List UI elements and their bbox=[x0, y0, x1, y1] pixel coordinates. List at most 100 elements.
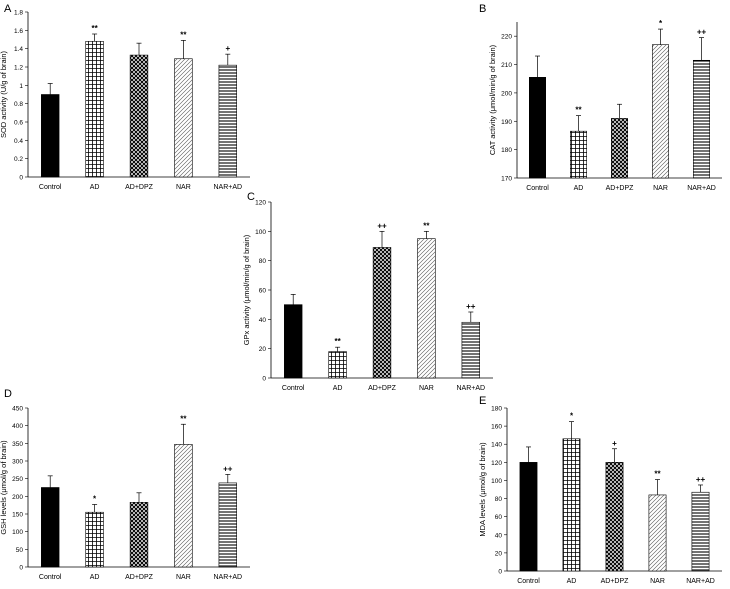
y-tick-label: 80 bbox=[495, 496, 503, 503]
significance-label: ** bbox=[180, 30, 187, 39]
bar-nar-ad bbox=[218, 482, 237, 568]
bar-nar-ad bbox=[693, 59, 711, 179]
significance-label: * bbox=[570, 412, 574, 421]
x-tick-label: Control bbox=[39, 184, 62, 191]
panel-letter: A bbox=[4, 3, 12, 15]
significance-label: ++ bbox=[377, 221, 387, 230]
y-tick-label: 220 bbox=[501, 34, 512, 41]
y-tick-label: 20 bbox=[259, 346, 267, 353]
gpx-activity-chart: C GPx activity (μmol/min/g of brain) 0 20 40… bbox=[242, 191, 493, 392]
y-tick-label: 180 bbox=[491, 406, 502, 413]
y-tick-label: 450 bbox=[12, 406, 23, 413]
y-tick-label: 60 bbox=[259, 288, 267, 295]
significance-label: ** bbox=[91, 24, 98, 33]
gsh-levels-chart: D GSH levels (μmol/g of brain) 0 50 100 150 20… bbox=[0, 388, 250, 581]
y-axis-label: MDA levels (μmol/g of brain) bbox=[478, 442, 487, 537]
x-tick-label: AD+DPZ bbox=[125, 574, 154, 581]
x-tick-label: NAR+AD bbox=[214, 574, 243, 581]
y-tick-label: 180 bbox=[501, 147, 512, 154]
y-tick-label: 250 bbox=[12, 476, 23, 483]
significance-label: ** bbox=[180, 414, 187, 423]
significance-label: + bbox=[225, 44, 230, 53]
y-tick-label: 80 bbox=[259, 258, 267, 265]
y-tick-label: 190 bbox=[501, 119, 512, 126]
x-tick-label: AD bbox=[333, 385, 343, 392]
y-axis-label: SOD activity (U/g of brain) bbox=[0, 50, 8, 138]
bar-nar bbox=[174, 58, 193, 178]
y-axis-label: GSH levels (μmol/g of brain) bbox=[0, 440, 8, 535]
bar-nar bbox=[417, 238, 436, 379]
x-tick-label: AD bbox=[90, 184, 100, 191]
y-tick-label: 170 bbox=[501, 176, 512, 183]
y-tick-label: 200 bbox=[501, 90, 512, 97]
x-tick-label: NAR bbox=[650, 578, 665, 585]
y-tick-label: 0 bbox=[262, 376, 266, 383]
significance-label: ** bbox=[334, 337, 341, 346]
x-tick-label: NAR+AD bbox=[214, 184, 243, 191]
y-axis-label: GPx activity (μmol/min/g of brain) bbox=[242, 234, 251, 345]
y-tick-label: 160 bbox=[491, 424, 502, 431]
bar-nar-ad bbox=[218, 64, 237, 178]
y-tick-label: 40 bbox=[495, 532, 503, 539]
significance-label: * bbox=[659, 19, 663, 28]
x-tick-label: NAR+AD bbox=[686, 578, 715, 585]
bar-control bbox=[519, 462, 538, 572]
y-tick-label: 400 bbox=[12, 423, 23, 430]
bar-ad bbox=[570, 130, 588, 179]
x-tick-label: Control bbox=[282, 385, 305, 392]
chart-panel-e: E MDA levels (μmol/g of brain) 0 20 40 60 80 10… bbox=[475, 392, 730, 589]
y-tick-label: 60 bbox=[495, 514, 503, 521]
x-tick-label: NAR bbox=[176, 574, 191, 581]
x-tick-label: AD+DPZ bbox=[125, 184, 154, 191]
x-tick-label: AD+DPZ bbox=[606, 185, 635, 192]
y-tick-label: 1.2 bbox=[14, 65, 23, 72]
x-tick-label: AD+DPZ bbox=[368, 385, 397, 392]
bar-nar-ad bbox=[461, 321, 480, 379]
x-tick-label: AD bbox=[567, 578, 577, 585]
y-tick-label: 0.8 bbox=[14, 101, 23, 108]
x-tick-label: Control bbox=[39, 574, 62, 581]
x-tick-label: NAR+AD bbox=[687, 185, 716, 192]
y-tick-label: 1.4 bbox=[14, 46, 23, 53]
x-tick-label: Control bbox=[517, 578, 540, 585]
bar-ad-dpz bbox=[129, 54, 149, 178]
bar-ad bbox=[328, 351, 347, 379]
y-tick-label: 0.2 bbox=[14, 156, 23, 163]
y-tick-label: 50 bbox=[16, 547, 24, 554]
significance-label: ++ bbox=[697, 28, 707, 37]
chart-panel-d: D GSH levels (μmol/g of brain) 0 50 100 150 20… bbox=[0, 385, 260, 589]
bar-control bbox=[41, 487, 60, 568]
bar-control bbox=[41, 94, 60, 178]
chart-panel-b: B CAT activity (μmol/min/g of brain) 170 18… bbox=[475, 0, 730, 195]
bar-nar bbox=[648, 494, 667, 572]
y-tick-label: 1.6 bbox=[14, 28, 23, 35]
x-tick-label: AD bbox=[574, 185, 584, 192]
chart-panel-a: A SOD activity (U/g of brain) 0 0.2 0.4 0.6 0.… bbox=[0, 0, 260, 195]
bar-nar bbox=[652, 44, 670, 179]
significance-label: + bbox=[612, 439, 617, 448]
y-tick-label: 1.8 bbox=[14, 10, 23, 17]
y-tick-label: 0.6 bbox=[14, 120, 23, 127]
mda-levels-chart: E MDA levels (μmol/g of brain) 0 20 40 60 80 10… bbox=[478, 395, 722, 585]
bar-ad bbox=[562, 438, 581, 572]
x-tick-label: NAR bbox=[653, 185, 668, 192]
bar-ad-dpz bbox=[611, 118, 629, 179]
bar-ad bbox=[85, 511, 104, 568]
y-tick-label: 20 bbox=[495, 550, 503, 557]
bar-control bbox=[284, 304, 303, 379]
y-axis-label: CAT activity (μmol/min/g of brain) bbox=[488, 44, 497, 155]
y-tick-label: 120 bbox=[255, 200, 266, 207]
bar-ad-dpz bbox=[605, 462, 624, 572]
cat-activity-chart: B CAT activity (μmol/min/g of brain) 170 18… bbox=[479, 3, 722, 192]
bar-ad-dpz bbox=[129, 502, 149, 568]
panel-letter: E bbox=[479, 395, 486, 407]
y-tick-label: 120 bbox=[491, 460, 502, 467]
significance-label: * bbox=[93, 494, 97, 503]
significance-label: ++ bbox=[696, 475, 706, 484]
y-tick-label: 0 bbox=[498, 569, 502, 576]
y-tick-label: 100 bbox=[255, 229, 266, 236]
x-tick-label: Control bbox=[526, 185, 549, 192]
x-tick-label: AD bbox=[90, 574, 100, 581]
y-tick-label: 40 bbox=[259, 317, 267, 324]
y-tick-label: 0 bbox=[19, 565, 23, 572]
